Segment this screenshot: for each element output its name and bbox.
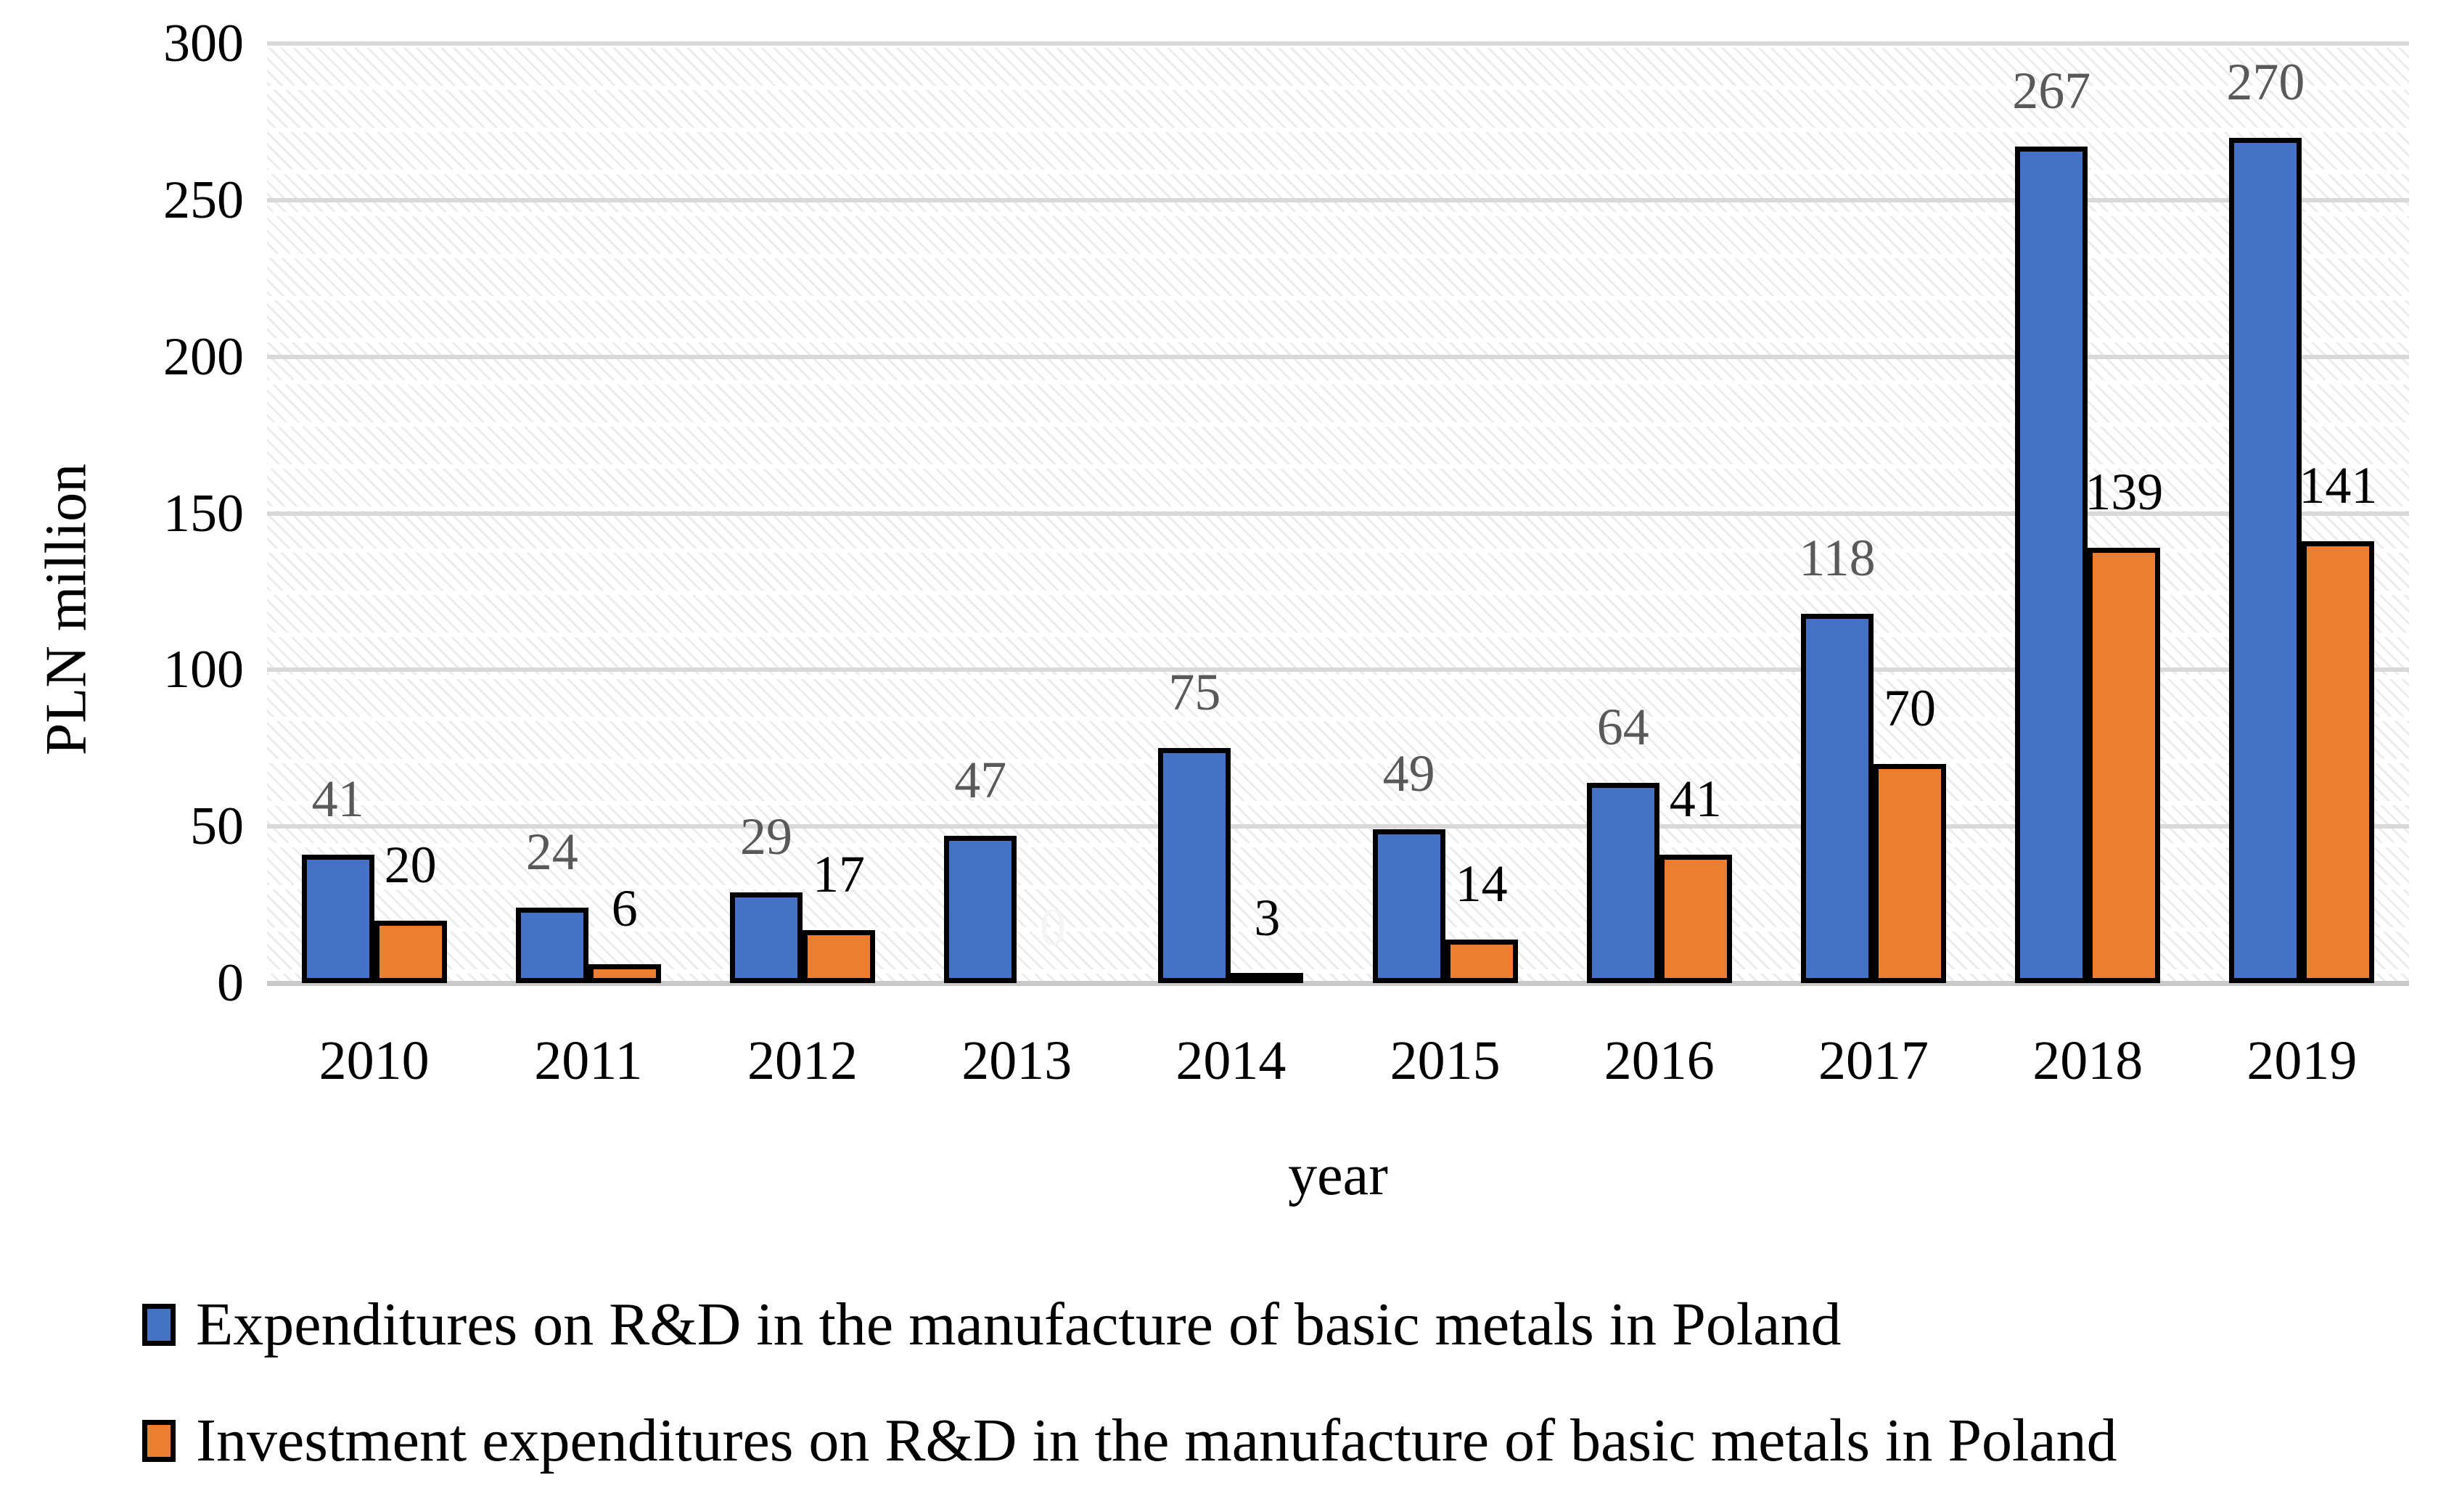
data-label-rd-2013: 47 xyxy=(954,751,1007,810)
data-label-investment-2014: 3 xyxy=(1254,889,1281,948)
data-label-rd-2010: 41 xyxy=(311,770,364,829)
plot-area: 41 20 24 6 29 17 47 0 75 3 49 14 64 41 118 70 267 139 270 1… xyxy=(267,41,2409,986)
gridline-50 xyxy=(267,824,2409,829)
legend-swatch-orange xyxy=(142,1420,176,1462)
bar-investment-2018 xyxy=(2088,547,2161,983)
gridline-100 xyxy=(267,667,2409,673)
data-label-rd-2012: 29 xyxy=(740,807,792,866)
legend: Expenditures on R&D in the manufacture o… xyxy=(142,1283,2117,1512)
data-label-rd-2016: 64 xyxy=(1596,697,1649,756)
x-tick-label-2012: 2012 xyxy=(747,1030,858,1091)
y-tick-label-300: 300 xyxy=(163,14,244,73)
bar-rd-2019 xyxy=(2229,137,2302,983)
bar-investment-2017 xyxy=(1874,763,1946,983)
bar-rd-2016 xyxy=(1586,782,1659,983)
data-label-rd-2018: 267 xyxy=(2012,62,2091,120)
x-tick-label-2010: 2010 xyxy=(319,1030,430,1091)
x-tick-label-2013: 2013 xyxy=(961,1030,1072,1091)
gridline-200 xyxy=(267,354,2409,359)
legend-item-investment-expenditures: Investment expenditures on R&D in the ma… xyxy=(142,1399,2117,1483)
bar-rd-2018 xyxy=(2015,147,2088,983)
data-label-investment-2015: 14 xyxy=(1455,854,1508,913)
y-tick-label-0: 0 xyxy=(217,953,244,1013)
x-axis-title: year xyxy=(1288,1143,1388,1207)
data-label-investment-2012: 17 xyxy=(813,845,865,903)
data-label-rd-2019: 270 xyxy=(2226,52,2305,111)
y-tick-label-50: 50 xyxy=(190,797,244,857)
data-label-investment-2016: 41 xyxy=(1669,770,1722,829)
bar-investment-2012 xyxy=(803,929,875,983)
y-tick-label-250: 250 xyxy=(163,170,244,230)
bar-rd-2011 xyxy=(515,908,588,983)
gridline-250 xyxy=(267,197,2409,202)
bar-investment-2014 xyxy=(1231,973,1304,983)
data-label-investment-2011: 6 xyxy=(611,879,638,938)
x-tick-label-2011: 2011 xyxy=(534,1030,643,1091)
data-label-investment-2019: 141 xyxy=(2299,456,2378,515)
bar-rd-2017 xyxy=(1801,613,1874,983)
y-tick-label-150: 150 xyxy=(163,483,244,543)
gridline-300 xyxy=(267,41,2409,46)
data-label-rd-2017: 118 xyxy=(1799,528,1876,587)
data-label-investment-2017: 70 xyxy=(1884,678,1936,737)
bar-investment-2019 xyxy=(2302,541,2375,983)
data-label-investment-2010: 20 xyxy=(384,835,437,894)
bar-investment-2016 xyxy=(1659,855,1732,983)
x-tick-label-2016: 2016 xyxy=(1604,1030,1715,1091)
bar-investment-2010 xyxy=(374,920,447,983)
data-label-investment-2018: 139 xyxy=(2085,462,2164,521)
data-label-rd-2011: 24 xyxy=(525,823,578,882)
data-label-rd-2014: 75 xyxy=(1168,663,1221,722)
x-tick-label-2017: 2017 xyxy=(1818,1030,1929,1091)
bar-investment-2015 xyxy=(1445,939,1518,983)
data-label-investment-2013: 0 xyxy=(1040,898,1067,956)
data-label-rd-2015: 49 xyxy=(1382,744,1435,803)
x-tick-label-2014: 2014 xyxy=(1175,1030,1286,1091)
legend-label: Expenditures on R&D in the manufacture o… xyxy=(196,1291,1842,1358)
bar-investment-2011 xyxy=(588,964,661,983)
bar-rd-2013 xyxy=(944,836,1017,983)
legend-label: Investment expenditures on R&D in the ma… xyxy=(196,1407,2117,1474)
gridline-0 xyxy=(267,981,2409,986)
x-tick-label-2019: 2019 xyxy=(2246,1030,2357,1091)
bar-rd-2012 xyxy=(730,892,803,983)
gridline-150 xyxy=(267,511,2409,516)
bar-rd-2010 xyxy=(301,855,374,983)
y-tick-label-100: 100 xyxy=(163,640,244,700)
x-tick-label-2018: 2018 xyxy=(2032,1030,2143,1091)
legend-item-rd-expenditures: Expenditures on R&D in the manufacture o… xyxy=(142,1283,2117,1367)
x-tick-label-2015: 2015 xyxy=(1390,1030,1501,1091)
legend-swatch-blue xyxy=(142,1304,176,1346)
bar-rd-2015 xyxy=(1372,829,1445,983)
y-tick-label-200: 200 xyxy=(163,326,244,387)
bar-rd-2014 xyxy=(1158,748,1231,983)
